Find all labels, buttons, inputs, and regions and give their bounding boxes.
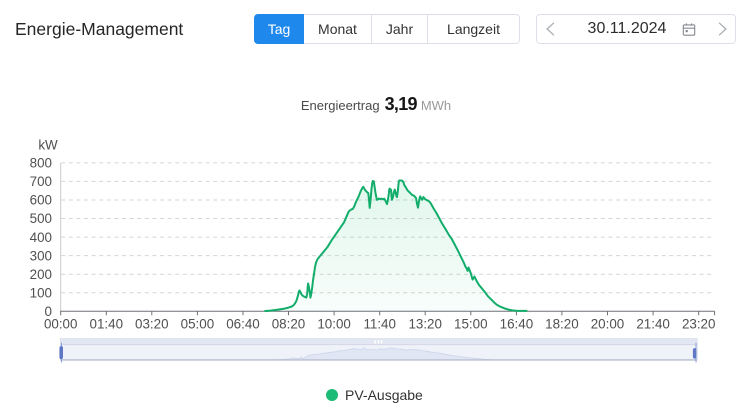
svg-text:100: 100 bbox=[30, 285, 52, 300]
svg-text:21:40: 21:40 bbox=[636, 317, 670, 332]
svg-text:500: 500 bbox=[30, 211, 52, 226]
svg-text:16:40: 16:40 bbox=[500, 317, 534, 332]
svg-text:kW: kW bbox=[38, 138, 58, 153]
svg-text:20:00: 20:00 bbox=[591, 317, 625, 332]
svg-text:08:20: 08:20 bbox=[272, 317, 306, 332]
svg-text:700: 700 bbox=[30, 174, 52, 189]
svg-text:06:40: 06:40 bbox=[226, 317, 260, 332]
svg-text:0: 0 bbox=[45, 304, 52, 319]
svg-text:800: 800 bbox=[30, 156, 52, 171]
svg-text:11:40: 11:40 bbox=[363, 317, 396, 332]
svg-text:300: 300 bbox=[30, 248, 52, 263]
svg-text:200: 200 bbox=[30, 267, 52, 282]
svg-text:13:20: 13:20 bbox=[408, 317, 442, 332]
svg-text:01:40: 01:40 bbox=[90, 317, 124, 332]
svg-text:600: 600 bbox=[30, 193, 52, 208]
svg-text:23:20: 23:20 bbox=[682, 317, 716, 332]
svg-text:10:00: 10:00 bbox=[317, 317, 351, 332]
svg-text:400: 400 bbox=[30, 230, 52, 245]
svg-text:03:20: 03:20 bbox=[135, 317, 169, 332]
svg-text:05:00: 05:00 bbox=[181, 317, 215, 332]
svg-text:15:00: 15:00 bbox=[454, 317, 488, 332]
svg-text:18:20: 18:20 bbox=[545, 317, 579, 332]
svg-text:00:00: 00:00 bbox=[44, 317, 78, 332]
